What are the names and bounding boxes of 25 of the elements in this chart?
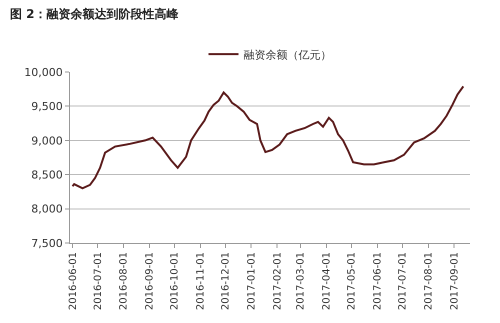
x-tick-label: 2017-04-01 — [322, 252, 333, 310]
x-tick-label: 2017-09-01 — [449, 252, 460, 310]
x-tick-label: 2017-06-01 — [372, 252, 384, 310]
x-tick-label: 2017-02-01 — [272, 252, 284, 310]
x-tick-label: 2017-01-01 — [246, 252, 258, 310]
y-tick-label: 8,500 — [31, 168, 63, 182]
y-tick-label: 10,000 — [24, 66, 63, 79]
legend-label: 融资余额（亿元） — [244, 48, 332, 62]
y-tick-label: 7,500 — [31, 236, 63, 250]
x-tick-label: 2017-08-01 — [424, 252, 434, 310]
x-tick-label: 2017-03-01 — [296, 252, 307, 310]
x-tick-label: 2016-07-01 — [92, 252, 104, 310]
line-series — [72, 85, 464, 190]
x-tick-label: 2016-06-01 — [68, 252, 79, 310]
x-tick-label: 2016-09-01 — [144, 252, 156, 310]
x-tick-label: 2016-12-01 — [220, 252, 232, 310]
x-tick-label: 2016-11-01 — [196, 252, 207, 310]
y-tick-label: 9,500 — [31, 100, 63, 114]
x-tick-label: 2016-08-01 — [118, 252, 130, 310]
x-tick-label: 2017-07-01 — [398, 252, 409, 310]
y-tick-label: 9,000 — [31, 134, 63, 148]
chart-title: 图 2：融资余额达到阶段性高峰 — [10, 7, 180, 22]
x-tick-label: 2017-05-01 — [346, 252, 358, 310]
y-tick-label: 8,000 — [31, 202, 63, 216]
x-tick-label: 2016-10-01 — [170, 252, 181, 310]
